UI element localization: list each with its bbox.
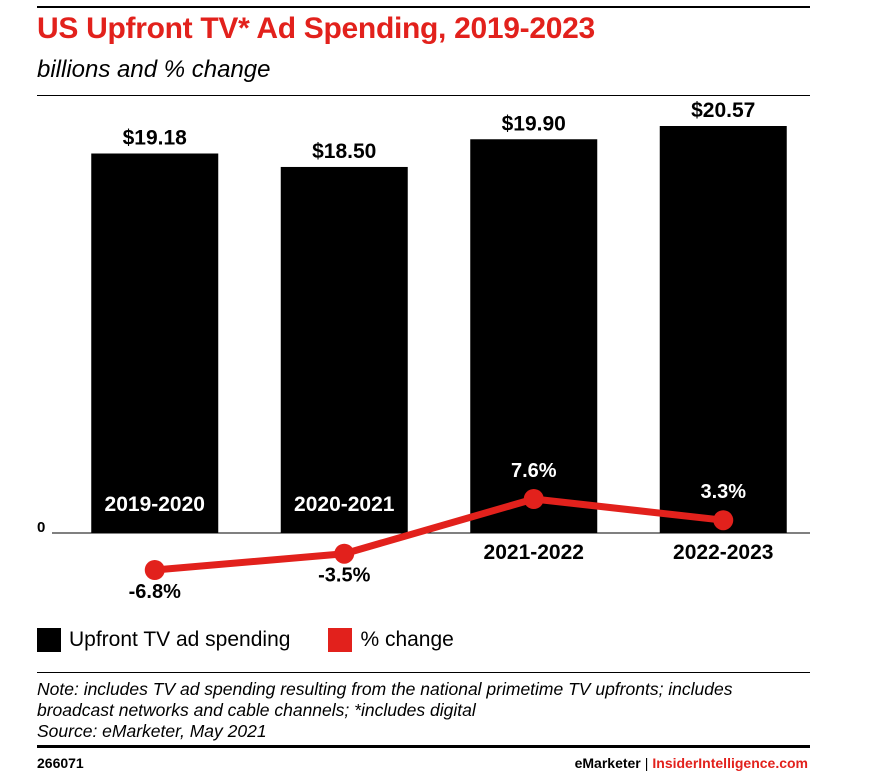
bars-layer (52, 126, 810, 534)
change-value-label: 7.6% (511, 460, 557, 482)
change-point-2021-2022 (523, 489, 544, 509)
footer-rule (37, 745, 810, 748)
legend-label-spending: Upfront TV ad spending (69, 628, 291, 651)
legend-swatch-change (328, 628, 353, 652)
legend-swatch-spending (37, 628, 61, 652)
bar-value-label: $20.57 (691, 99, 755, 122)
change-value-label: -3.5% (318, 565, 370, 587)
change-point-2019-2020 (144, 560, 165, 580)
brand: eMarketer | InsiderIntelligence.com (575, 755, 808, 771)
chart-id: 266071 (37, 755, 84, 771)
labels-layer: 0 $19.18 $18.50 $19.90 $20.57 -6.8% -3.5% 7.6% 3… (37, 99, 773, 603)
change-line-layer (144, 489, 734, 580)
note-line-1: Note: includes TV ad spending resulting … (37, 679, 733, 699)
change-line (154, 495, 724, 574)
legend-item-change: % change (328, 628, 454, 652)
change-value-label: -6.8% (129, 581, 181, 603)
category-label: 2021-2022 (484, 541, 584, 564)
chart-subtitle: billions and % change (37, 56, 271, 83)
category-label: 2019-2020 (105, 493, 205, 516)
bar-line-chart: 0 $19.18 $18.50 $19.90 $20.57 -6.8% -3.5% 7.6% 3… (37, 99, 810, 603)
bar-2019-2020 (91, 153, 219, 533)
bar-2021-2022 (470, 139, 598, 533)
bar-value-label: $19.18 (123, 127, 188, 150)
y-axis-tick-label: 0 (37, 519, 45, 536)
brand-emarketer: eMarketer (574, 755, 641, 771)
bar-value-label: $19.90 (502, 112, 566, 135)
category-label: 2020-2021 (294, 493, 395, 516)
top-rule (37, 6, 810, 8)
bar-2020-2021 (280, 166, 408, 533)
change-point-2022-2023 (713, 510, 734, 531)
brand-separator: | (644, 755, 649, 771)
bar-2022-2023 (659, 126, 787, 533)
brand-site-link[interactable]: InsiderIntelligence.com (652, 755, 808, 771)
legend-label-change: % change (360, 628, 454, 651)
legend-item-spending: Upfront TV ad spending (37, 628, 290, 652)
chart-title: US Upfront TV* Ad Spending, 2019-2023 (37, 12, 595, 45)
legend: Upfront TV ad spending % change (37, 626, 492, 654)
header-rule (37, 95, 810, 96)
change-value-label: 3.3% (700, 481, 746, 503)
change-point-2020-2021 (334, 543, 355, 564)
note-line-2: broadcast networks and cable channels; *… (37, 700, 476, 720)
notes-rule (37, 672, 810, 673)
category-label: 2022-2023 (673, 541, 773, 564)
bar-value-label: $18.50 (312, 140, 376, 163)
notes: Note: includes TV ad spending resulting … (37, 679, 733, 742)
note-source: Source: eMarketer, May 2021 (37, 721, 267, 741)
